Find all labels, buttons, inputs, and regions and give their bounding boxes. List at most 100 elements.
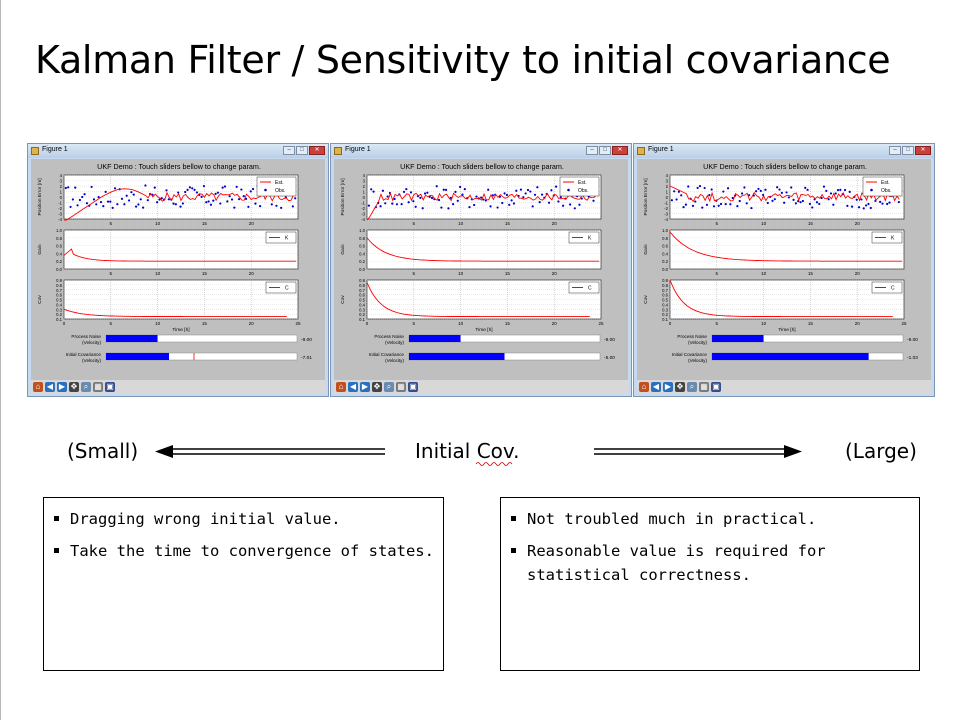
observation-point xyxy=(452,203,455,206)
maximize-button[interactable]: □ xyxy=(296,146,308,155)
minimize-button[interactable]: – xyxy=(283,146,295,155)
y-axis-label: Gain xyxy=(340,244,346,254)
observation-point xyxy=(412,200,415,203)
list-item: Reasonable value is required for statist… xyxy=(509,539,919,587)
process-noise-slider[interactable]: Process Noise(Velocity) -9.00 xyxy=(71,334,312,345)
close-button[interactable]: ✕ xyxy=(309,146,325,155)
observation-point xyxy=(501,201,504,205)
back-icon[interactable]: ◀ xyxy=(348,382,358,392)
process-noise-slider[interactable]: Process Noise(Velocity) -9.00 xyxy=(374,334,615,345)
close-button[interactable]: ✕ xyxy=(612,146,628,155)
y-tick-label: 0.6 xyxy=(359,293,365,298)
observation-point xyxy=(447,207,450,210)
figure-window-large-cov[interactable]: Figure 1 – □ ✕ UKF Demo : Touch sliders bell… xyxy=(633,143,935,397)
slider-sublabel: (Velocity) xyxy=(82,340,101,345)
observation-point xyxy=(440,206,443,209)
observation-point xyxy=(480,196,483,199)
configure-icon[interactable]: ▦ xyxy=(93,382,103,392)
plot-title: UKF Demo : Touch sliders bellow to chang… xyxy=(703,162,867,171)
save-icon[interactable]: ▣ xyxy=(105,382,115,392)
slider-fill xyxy=(409,335,461,342)
configure-icon[interactable]: ▦ xyxy=(396,382,406,392)
cov-legend: C xyxy=(568,281,600,294)
maximize-button[interactable]: □ xyxy=(902,146,914,155)
configure-icon[interactable]: ▦ xyxy=(699,382,709,392)
observation-point xyxy=(177,191,180,194)
right-arrow-icon xyxy=(594,445,802,458)
figure-window-medium-cov[interactable]: Figure 1 – □ ✕ UKF Demo : Touch sliders bell… xyxy=(330,143,632,397)
x-tick-label: 25 xyxy=(295,321,301,326)
small-label: (Small) xyxy=(67,439,139,463)
pan-icon[interactable]: ✥ xyxy=(372,382,382,392)
y-axis-label: Cov xyxy=(37,295,43,304)
home-icon[interactable]: ⌂ xyxy=(33,382,43,392)
list-item: Dragging wrong initial value. xyxy=(52,507,443,531)
observation-point xyxy=(864,204,868,207)
y-tick-label: 0.0 xyxy=(662,267,668,272)
observation-point xyxy=(592,199,595,202)
legend-obs-label: Obs. xyxy=(578,188,589,194)
window-title: Figure 1 xyxy=(648,146,674,153)
y-tick-label: 3 xyxy=(60,179,63,184)
close-button[interactable]: ✕ xyxy=(915,146,931,155)
initial-covariance-slider[interactable]: Initial Covariance(Velocity) -7.01 xyxy=(66,352,313,363)
observation-point xyxy=(825,189,828,192)
observation-point xyxy=(811,206,814,209)
observation-point xyxy=(247,205,250,208)
observation-point xyxy=(750,206,753,210)
home-icon[interactable]: ⌂ xyxy=(639,382,649,392)
window-titlebar[interactable]: Figure 1 – □ ✕ xyxy=(634,144,934,158)
observation-point xyxy=(153,186,156,189)
y-tick-label: 0.0 xyxy=(359,267,365,272)
observation-point xyxy=(437,198,441,202)
x-tick-label: 5 xyxy=(110,221,113,226)
process-noise-slider[interactable]: Process Noise(Velocity) -9.00 xyxy=(677,334,918,345)
initial-covariance-slider[interactable]: Initial Covariance(Velocity) -5.00 xyxy=(369,352,616,363)
forward-icon[interactable]: ▶ xyxy=(663,382,673,392)
observation-point xyxy=(790,186,793,189)
save-icon[interactable]: ▣ xyxy=(711,382,721,392)
observation-point xyxy=(184,190,187,194)
back-icon[interactable]: ◀ xyxy=(651,382,661,392)
y-tick-label: 0.3 xyxy=(359,307,365,312)
slide-title: Kalman Filter / Sensitivity to initial c… xyxy=(35,38,891,82)
zoom-icon[interactable]: ⌕ xyxy=(384,382,394,392)
maximize-button[interactable]: □ xyxy=(599,146,611,155)
y-tick-label: 0.4 xyxy=(359,302,365,307)
minimize-button[interactable]: – xyxy=(586,146,598,155)
pan-icon[interactable]: ✥ xyxy=(69,382,79,392)
observation-point xyxy=(512,202,516,205)
pan-icon[interactable]: ✥ xyxy=(675,382,685,392)
save-icon[interactable]: ▣ xyxy=(408,382,418,392)
observation-point xyxy=(230,198,234,201)
observation-point xyxy=(508,203,511,206)
y-tick-label: 0.4 xyxy=(662,251,668,256)
y-tick-label: 1 xyxy=(363,190,366,195)
window-titlebar[interactable]: Figure 1 – □ ✕ xyxy=(331,144,631,158)
y-axis-label: Gain xyxy=(37,244,43,254)
minimize-button[interactable]: – xyxy=(889,146,901,155)
window-titlebar[interactable]: Figure 1 – □ ✕ xyxy=(28,144,328,158)
observation-point xyxy=(881,202,884,205)
observation-point xyxy=(724,203,727,206)
zoom-icon[interactable]: ⌕ xyxy=(687,382,697,392)
figure-window-small-cov[interactable]: Figure 1 – □ ✕ UKF Demo : Touch sliders bell… xyxy=(27,143,329,397)
y-tick-label: 0.8 xyxy=(662,283,668,288)
observation-point xyxy=(294,197,297,200)
observation-point xyxy=(759,189,762,192)
observation-point xyxy=(71,198,74,201)
initial-covariance-slider[interactable]: Initial Covariance(Velocity) -1.03 xyxy=(672,352,919,363)
forward-icon[interactable]: ▶ xyxy=(360,382,370,392)
observation-point xyxy=(806,188,809,191)
observation-point xyxy=(402,190,406,193)
observation-point xyxy=(710,188,713,191)
x-tick-label: 20 xyxy=(249,221,255,226)
x-tick-label: 15 xyxy=(505,321,511,326)
back-icon[interactable]: ◀ xyxy=(45,382,55,392)
zoom-icon[interactable]: ⌕ xyxy=(81,382,91,392)
forward-icon[interactable]: ▶ xyxy=(57,382,67,392)
observation-point xyxy=(81,195,84,199)
observation-point xyxy=(244,197,248,200)
observation-point xyxy=(174,203,177,206)
home-icon[interactable]: ⌂ xyxy=(336,382,346,392)
